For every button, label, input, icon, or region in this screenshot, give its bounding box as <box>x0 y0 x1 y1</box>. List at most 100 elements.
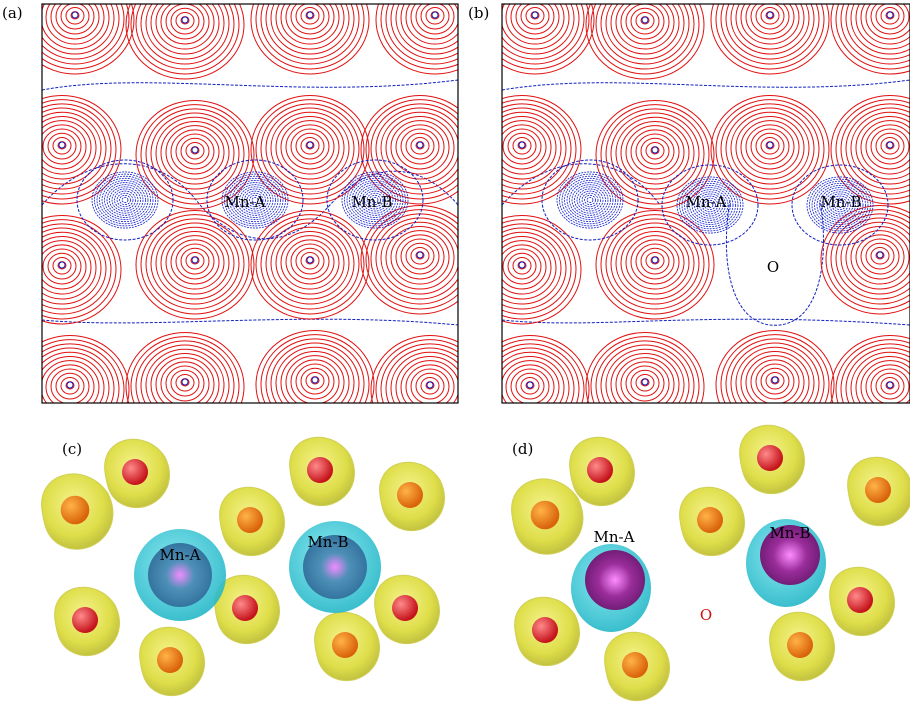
contour-line <box>59 142 65 148</box>
contour-line <box>513 257 531 274</box>
contour-line <box>519 262 525 268</box>
contour-line <box>307 142 313 148</box>
atom <box>397 482 423 508</box>
contour-line <box>767 142 773 148</box>
contour-line <box>307 12 313 18</box>
contour-line <box>463 95 581 204</box>
atom <box>697 507 723 533</box>
contour-line <box>871 247 889 264</box>
atom-label: Mn-B <box>351 193 392 211</box>
isosurface-render <box>42 437 445 695</box>
contour-line <box>105 183 146 218</box>
panel-label: (d) <box>512 440 533 458</box>
contour-line <box>281 0 339 44</box>
contour-line <box>286 125 334 169</box>
contour-line <box>463 215 581 324</box>
panel-label: (c) <box>62 440 82 458</box>
contour-line <box>312 377 318 383</box>
contour-line <box>11 335 129 444</box>
contour-line <box>506 0 564 44</box>
contour-line <box>636 12 654 29</box>
contour-line <box>256 330 374 439</box>
contour-line <box>652 147 658 153</box>
atom <box>532 617 558 643</box>
atom <box>787 632 813 658</box>
contour-line <box>192 257 198 263</box>
contour-line <box>746 125 794 169</box>
contour-line <box>115 191 136 209</box>
contour-line <box>251 210 369 319</box>
contour-line <box>716 330 834 439</box>
contour-line <box>176 12 194 29</box>
contour-line <box>506 365 554 409</box>
contour-line <box>631 240 679 284</box>
contour-line <box>821 205 910 314</box>
contour-line <box>591 0 699 74</box>
contour-line <box>426 7 444 24</box>
atom-label: Mn-A <box>686 193 727 211</box>
contour-line <box>411 137 429 154</box>
contour-line <box>887 142 893 148</box>
contour-line <box>560 174 621 226</box>
atom <box>157 647 183 673</box>
atom-label: Mn-A <box>160 546 201 564</box>
contour-line <box>570 183 611 218</box>
contour-line <box>301 137 319 154</box>
contour-line <box>562 176 618 224</box>
contour-line <box>3 215 121 324</box>
contour-line <box>417 142 423 148</box>
contour-line <box>95 174 156 226</box>
figure: (a) (b) (c) (d) Mn-A Mn-B Mn-A Mn-B O Mn… <box>0 0 910 702</box>
contour-line <box>61 377 79 394</box>
atom-label: Mn-A <box>225 193 266 211</box>
contour-line <box>301 252 319 269</box>
contour-line <box>16 0 134 74</box>
contour-line <box>361 95 479 204</box>
atom-label: O <box>700 606 712 624</box>
contour-line <box>476 0 594 74</box>
atom <box>531 501 560 530</box>
contour-line <box>136 210 254 319</box>
contour-line <box>887 12 893 18</box>
contour-line <box>396 235 444 279</box>
panel-label: (a) <box>2 4 23 22</box>
contour-line <box>587 197 593 202</box>
contour-line <box>3 95 121 204</box>
atom-label: O <box>767 258 779 276</box>
atom <box>72 607 98 633</box>
contour-line <box>498 245 546 289</box>
atom-label: Mn-B <box>769 524 810 542</box>
contour-line <box>631 130 679 174</box>
contour-line <box>126 332 244 441</box>
contour-line <box>251 0 369 74</box>
contour-line <box>772 377 778 383</box>
contour-line <box>53 137 71 154</box>
contour-line <box>72 12 78 18</box>
contour-line <box>406 365 454 409</box>
contour-line <box>761 137 779 154</box>
atom <box>585 550 645 610</box>
contour-line <box>131 0 239 74</box>
contour-line <box>596 210 714 319</box>
contour-line <box>176 374 194 391</box>
contour-line <box>498 125 546 169</box>
atom <box>237 507 263 533</box>
contour-line <box>38 245 86 289</box>
contour-line <box>767 12 773 18</box>
contour-line <box>421 377 439 394</box>
contour-line <box>307 257 313 263</box>
atom-label: Mn-A <box>594 528 635 546</box>
atom <box>232 595 258 621</box>
contour-line <box>642 379 648 385</box>
contour-line <box>751 360 799 404</box>
contour-line <box>471 335 589 444</box>
contour-line <box>527 382 533 388</box>
contour-line <box>542 160 638 240</box>
contour-line <box>652 257 658 263</box>
contour-line <box>46 0 104 44</box>
contour-map <box>463 0 910 444</box>
atom <box>122 459 148 485</box>
contour-line <box>521 377 539 394</box>
contour-line <box>621 0 669 44</box>
atom-label: Mn-B <box>820 193 861 211</box>
